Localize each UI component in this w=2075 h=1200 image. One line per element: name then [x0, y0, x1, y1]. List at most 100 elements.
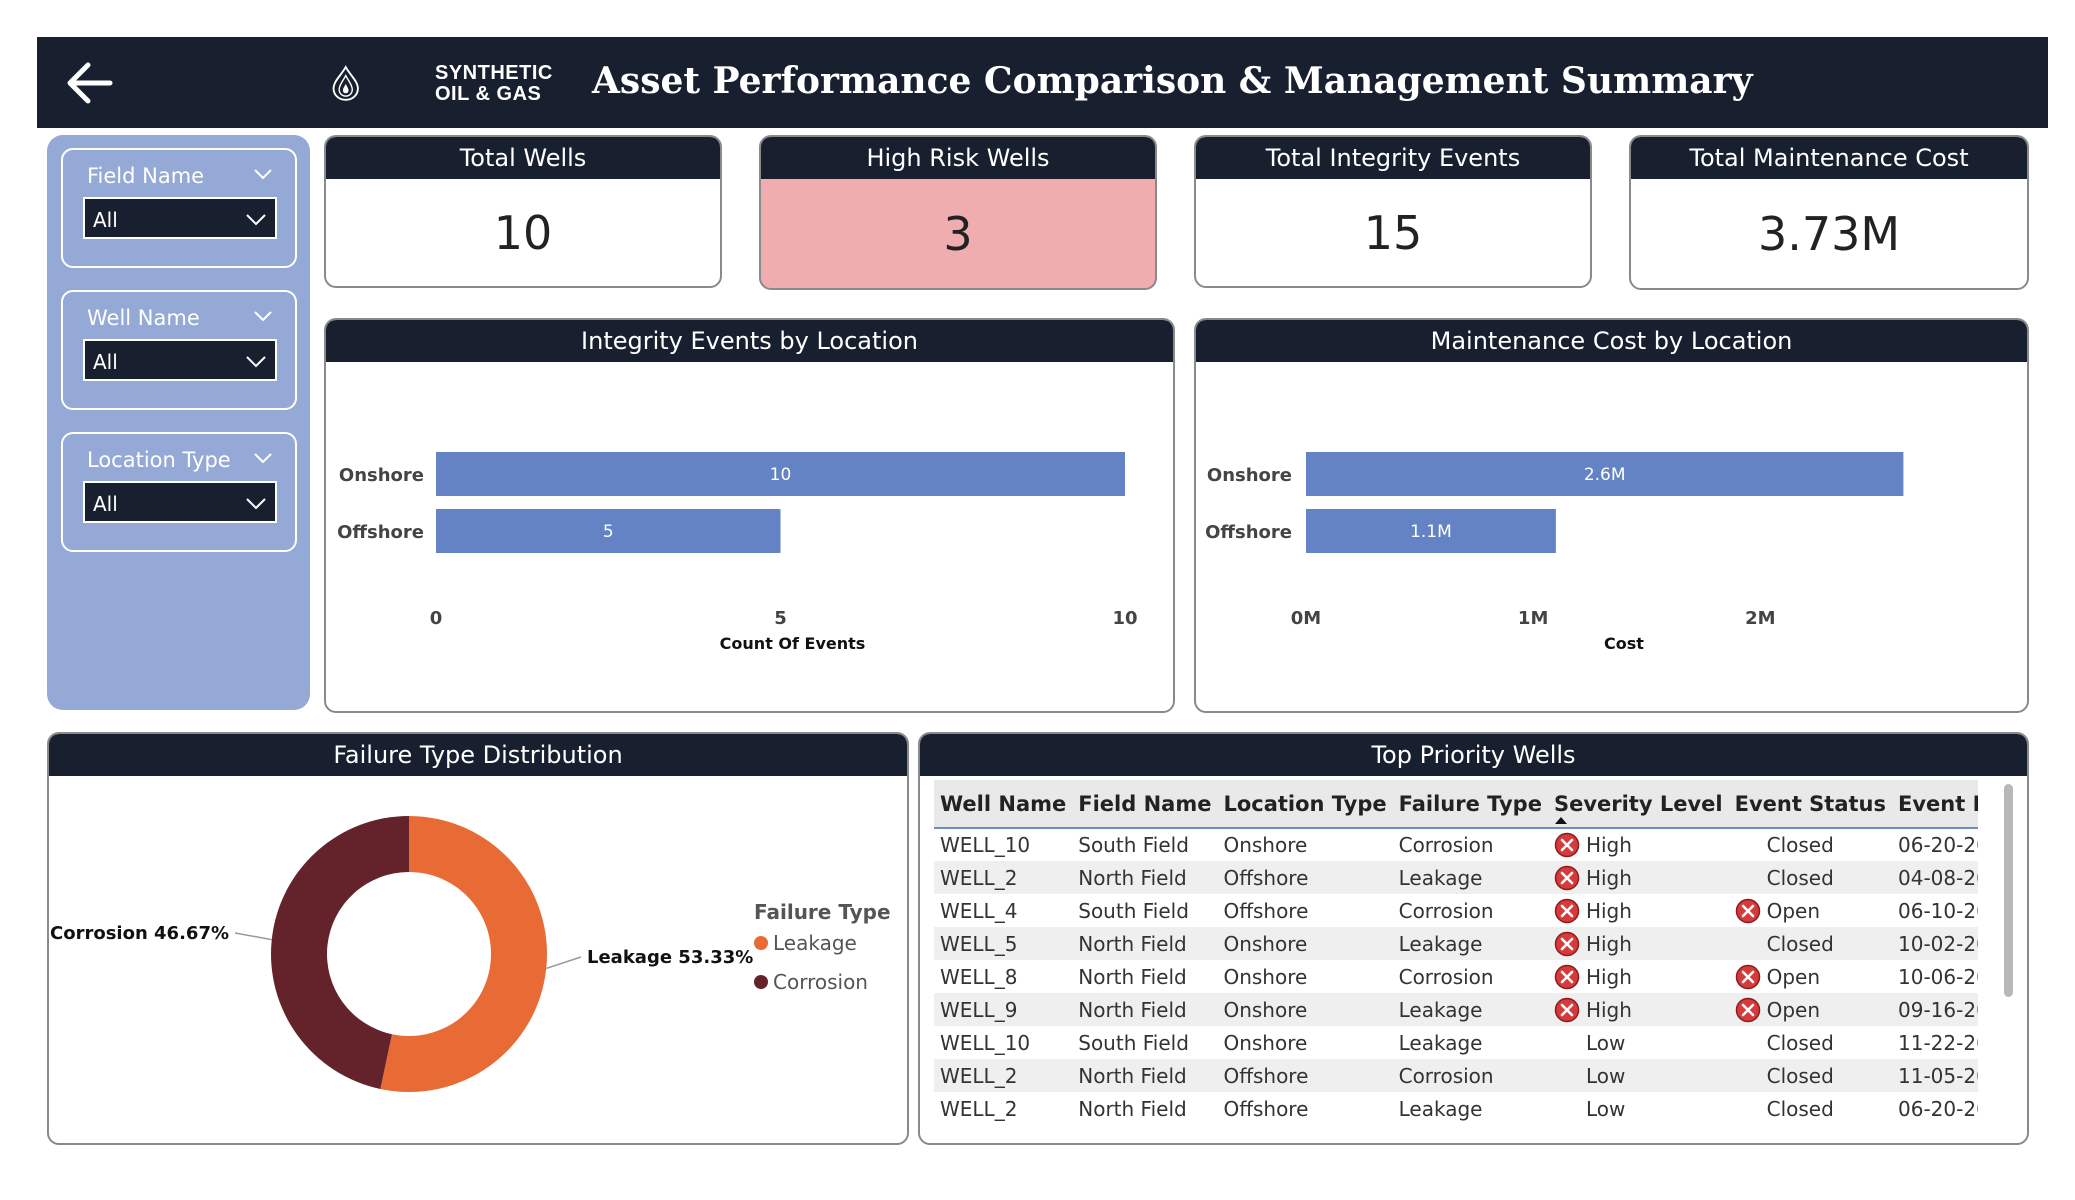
- x-circle-icon: [1735, 997, 1760, 1022]
- legend-item-leakage[interactable]: Leakage: [773, 931, 857, 955]
- cell-value: Closed: [1766, 833, 1834, 857]
- kpi-value: 10: [493, 205, 553, 260]
- cell-value: Offshore: [1223, 898, 1309, 923]
- cell-event-date: 11-05-2025: [1892, 1059, 1978, 1092]
- cell-value: High: [1585, 997, 1632, 1022]
- bar-data-label: 1.1M: [1410, 522, 1452, 542]
- cell-field-name: South Field: [1072, 1026, 1217, 1059]
- x-tick-label: 0M: [1291, 608, 1321, 629]
- x-circle-icon: [1735, 964, 1760, 989]
- well-name-dropdown[interactable]: All: [83, 339, 277, 381]
- cell-event-status: Closed: [1728, 1059, 1893, 1092]
- cell-failure-type: Leakage: [1392, 927, 1548, 960]
- field-name-dropdown[interactable]: All: [83, 197, 277, 239]
- bar-offshore[interactable]: [436, 509, 781, 553]
- cell-value: 04-08-2024: [1898, 865, 1978, 890]
- chevron-down-icon[interactable]: [253, 306, 273, 326]
- kpi-card-total-integrity-events: Total Integrity Events 15: [1194, 135, 1592, 288]
- cell-well-name: WELL_2: [934, 1092, 1072, 1125]
- legend-title: Failure Type: [754, 900, 891, 924]
- chart-title: Maintenance Cost by Location: [1196, 320, 2027, 362]
- cell-well-name: WELL_4: [934, 894, 1072, 927]
- legend-item-corrosion[interactable]: Corrosion: [773, 970, 868, 994]
- table-row[interactable]: WELL_2 North Field Offshore Leakage High Clos…: [934, 861, 1978, 894]
- cell-well-name: WELL_2: [934, 1059, 1073, 1092]
- chevron-down-icon[interactable]: [253, 448, 273, 468]
- location-type-dropdown[interactable]: All: [83, 481, 277, 523]
- cell-value: Corrosion: [1398, 964, 1494, 989]
- cell-event-status: Closed: [1728, 861, 1893, 894]
- column-header-failure-type[interactable]: Failure Type: [1392, 780, 1548, 829]
- cell-value: Onshore: [1223, 1030, 1308, 1055]
- table-row[interactable]: WELL_9 North Field Onshore Leakage High Open 0…: [934, 993, 1978, 1026]
- cell-value: Open: [1766, 898, 1821, 923]
- cell-event-status: Open: [1728, 993, 1893, 1026]
- table-row[interactable]: WELL_2 North Field Offshore Leakage Low Close…: [934, 1092, 1978, 1125]
- bar-offshore[interactable]: [1306, 509, 1556, 553]
- column-header-severity-level[interactable]: Severity Level: [1547, 780, 1729, 829]
- cell-value: High: [1585, 964, 1632, 989]
- bar-data-label: 5: [603, 522, 614, 542]
- column-header-label: Well Name: [940, 791, 1067, 816]
- cell-value: WELL_2: [940, 865, 1018, 890]
- bar-onshore[interactable]: [1306, 452, 1904, 496]
- cell-value: South Field: [1078, 1030, 1189, 1055]
- chevron-down-icon: [246, 356, 266, 368]
- cell-value: Open: [1766, 997, 1821, 1022]
- donut-slice-leakage[interactable]: [380, 816, 547, 1092]
- column-header-field-name[interactable]: Field Name: [1072, 780, 1218, 829]
- x-circle-icon: [1554, 964, 1580, 989]
- arrow-left-icon[interactable]: [62, 55, 118, 111]
- column-header-location-type[interactable]: Location Type: [1217, 780, 1393, 829]
- x-circle-icon: [1554, 997, 1580, 1022]
- table-row[interactable]: WELL_5 North Field Onshore Leakage High Close…: [934, 927, 1978, 960]
- cell-location-type: Offshore: [1217, 1059, 1393, 1092]
- cell-value: North Field: [1078, 931, 1187, 956]
- column-header-event-date[interactable]: Event Date: [1892, 780, 1978, 829]
- cell-value: WELL_5: [940, 931, 1018, 956]
- cell-event-status: Open: [1729, 960, 1892, 993]
- bar-onshore[interactable]: [436, 452, 1125, 496]
- table-body: Well Name Field Name Location Type Failure …: [934, 780, 1978, 1140]
- cell-value: 06-20-2025: [1898, 833, 1978, 857]
- cell-severity-level: High: [1547, 927, 1729, 960]
- cell-value: North Field: [1078, 865, 1187, 890]
- cell-event-status: Closed: [1728, 927, 1893, 960]
- cell-well-name: WELL_10: [934, 828, 1072, 861]
- cell-value: South Field: [1078, 833, 1189, 857]
- table-row[interactable]: WELL_8 North Field Onshore Corrosion High Ope…: [934, 960, 1978, 993]
- bar-chart-maintenance-cost: Onshore 2.6M Offshore 1.1M 0M 1M 2M Cost: [1205, 452, 1904, 653]
- cell-value: South Field: [1078, 898, 1189, 923]
- table-row[interactable]: WELL_10 South Field Onshore Corrosion High Cl…: [934, 828, 1978, 861]
- column-header-event-status[interactable]: Event Status: [1728, 780, 1893, 829]
- table-rows: WELL_10 South Field Onshore Corrosion High Cl…: [934, 828, 1978, 1125]
- cell-location-type: Onshore: [1217, 828, 1392, 861]
- filter-panel: Field Name All Well Name All Location Ty…: [47, 135, 310, 710]
- cell-well-name: WELL_9: [934, 993, 1073, 1026]
- slicer-title: Location Type: [87, 448, 231, 472]
- cell-value: 06-10-2024: [1898, 898, 1978, 923]
- cell-value: High: [1585, 833, 1632, 857]
- table-row[interactable]: WELL_2 North Field Offshore Corrosion Low Clo…: [934, 1059, 1978, 1092]
- slicer-title: Field Name: [87, 164, 205, 188]
- table-row[interactable]: WELL_10 South Field Onshore Leakage Low Close…: [934, 1026, 1978, 1059]
- x-tick-label: 2M: [1745, 608, 1775, 629]
- cell-value: Closed: [1766, 931, 1834, 956]
- donut-slice-corrosion[interactable]: [270, 816, 409, 1089]
- cell-value: WELL_4: [940, 898, 1018, 923]
- chevron-down-icon[interactable]: [253, 164, 273, 184]
- table-scrollbar[interactable]: [2004, 784, 2013, 997]
- cell-value: Corrosion: [1398, 898, 1494, 923]
- column-header-label: Severity Level: [1553, 791, 1723, 816]
- cell-value: Leakage: [1398, 931, 1483, 956]
- cell-well-name: WELL_2: [934, 861, 1073, 894]
- cell-value: North Field: [1078, 1063, 1187, 1088]
- column-header-well-name[interactable]: Well Name: [934, 780, 1073, 829]
- cell-value: High: [1585, 931, 1632, 956]
- table-header-row: Well Name Field Name Location Type Failure …: [934, 780, 1978, 829]
- x-tick-label: 0: [430, 608, 443, 629]
- cell-value: Open: [1766, 964, 1821, 989]
- x-circle-icon: [1554, 898, 1580, 923]
- cell-severity-level: High: [1548, 894, 1729, 927]
- table-row[interactable]: WELL_4 South Field Offshore Corrosion High Op…: [934, 894, 1978, 927]
